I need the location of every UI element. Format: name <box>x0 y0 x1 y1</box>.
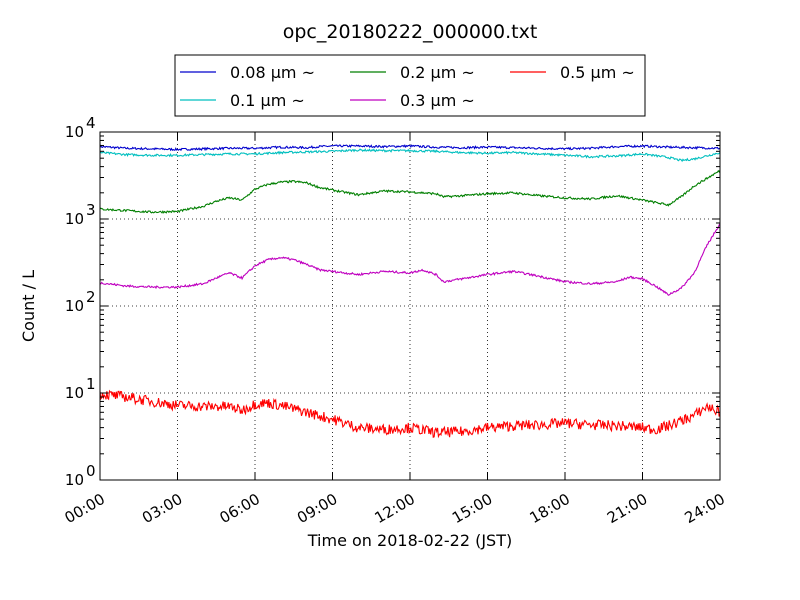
ticks <box>99 132 721 481</box>
y-tick-label: 10 <box>65 471 84 489</box>
y-tick-label: 10 <box>65 384 84 402</box>
y-tick-exponent: 0 <box>86 462 96 480</box>
y-tick-exponent: 3 <box>86 201 96 219</box>
series-line <box>99 148 721 163</box>
series-line <box>99 144 721 152</box>
y-tick-exponent: 4 <box>86 114 96 132</box>
y-tick-label: 10 <box>65 123 84 141</box>
legend-entry: 0.5 μm ~ <box>560 63 635 82</box>
legend-frame <box>174 54 646 117</box>
y-axis-label: Count / L <box>19 270 38 342</box>
series-layer <box>99 144 721 439</box>
series-line <box>99 389 721 439</box>
legend-entry: 0.2 μm ~ <box>400 63 475 82</box>
y-tick-label: 10 <box>65 297 84 315</box>
series-line <box>99 169 721 214</box>
legend-entry: 0.1 μm ~ <box>230 91 305 110</box>
y-tick-exponent: 2 <box>86 288 96 306</box>
legend: 0.08 μm ~ 0.2 μm ~ 0.5 μm ~ 0.1 μm ~ 0.3 μm … <box>174 54 646 117</box>
x-axis-label: Time on 2018-02-22 (JST) <box>307 531 512 550</box>
chart-title: opc_20180222_000000.txt <box>283 21 538 43</box>
series-line <box>99 223 721 296</box>
y-tick-label: 10 <box>65 210 84 228</box>
y-tick-exponent: 1 <box>86 375 96 393</box>
grid <box>100 132 720 480</box>
legend-entry: 0.3 μm ~ <box>400 91 475 110</box>
legend-entry: 0.08 μm ~ <box>230 63 315 82</box>
